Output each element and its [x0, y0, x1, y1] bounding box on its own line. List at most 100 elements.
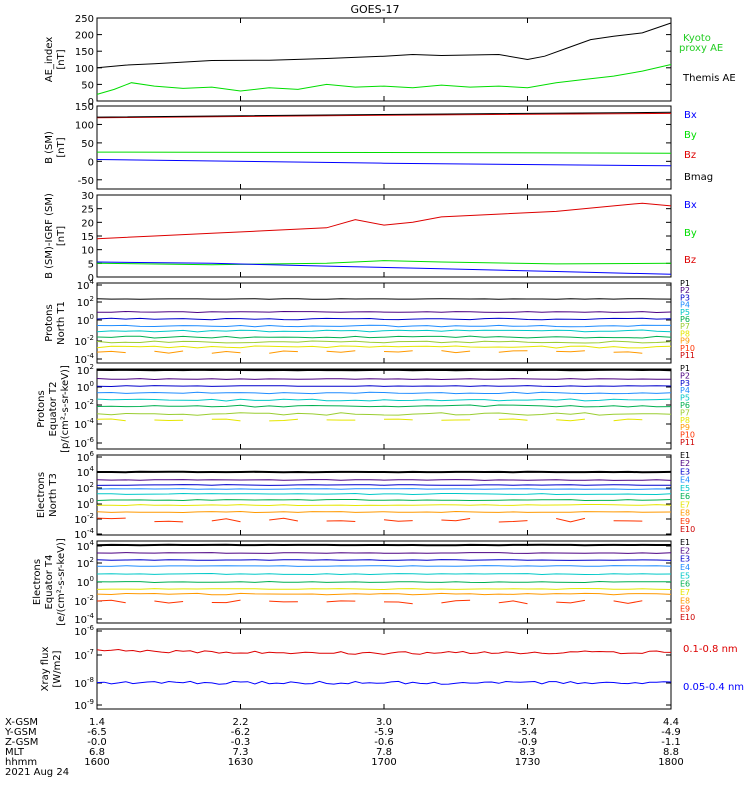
- y-axis-label: Protons: [36, 390, 47, 427]
- legend-entry: E9: [680, 605, 690, 614]
- series-line: [96, 559, 672, 561]
- series-line: [498, 350, 528, 353]
- series-line: [154, 350, 184, 354]
- legend-entry: E6: [680, 492, 690, 501]
- legend-entry: P3: [680, 293, 690, 302]
- legend-entry: P8: [680, 416, 690, 425]
- legend-entry: P9: [680, 337, 690, 346]
- x-row-label: Z-GSM: [5, 737, 38, 748]
- y-tick-label: 150: [75, 47, 94, 58]
- legend-entry: E1: [680, 538, 690, 547]
- legend-entry: E7: [680, 500, 690, 509]
- x-tick-label: 6.8: [89, 747, 105, 758]
- legend-entry: E8: [680, 509, 690, 518]
- legend-entry: E7: [680, 588, 690, 597]
- y-tick-label: 0: [88, 97, 94, 108]
- series-line: [211, 350, 241, 354]
- series-line: [269, 600, 298, 603]
- x-tick-label: -5.4: [518, 727, 538, 738]
- legend-entry: P4: [680, 301, 690, 310]
- panel-frame: [96, 368, 672, 450]
- series-line: [441, 599, 471, 604]
- series-line: [97, 310, 672, 314]
- series-line: [383, 418, 413, 421]
- series-line: [96, 335, 672, 339]
- y-tick-label: 10-4: [74, 352, 94, 366]
- y-tick-label: 250: [75, 14, 94, 25]
- panel-8: 10-6 10-7 10-8 10-9 Xray flux [W/m2] 0.1-0.8 n…: [40, 624, 744, 712]
- series-line: [96, 345, 672, 349]
- y-tick-label: 10-7: [74, 648, 94, 662]
- x-tick-label: 3.7: [520, 717, 536, 728]
- series-line: [556, 350, 585, 353]
- y-axis-label: Xray flux: [40, 647, 51, 692]
- x-tick-label: -0.9: [518, 737, 538, 748]
- legend-entry: P6: [680, 315, 690, 324]
- y-axis-label: Electrons: [32, 559, 43, 605]
- series-line: [96, 479, 672, 481]
- plot-title: GOES-17: [350, 3, 399, 16]
- series-line: [96, 261, 672, 275]
- y-axis-label: Equator T2: [48, 382, 59, 437]
- legend-entry: P7: [680, 322, 690, 331]
- y-axis-label: North T1: [56, 301, 67, 345]
- series-line: [96, 391, 672, 395]
- date-label: 2021 Aug 24: [5, 767, 69, 778]
- legend-entry: E5: [680, 571, 690, 580]
- series-line: [96, 112, 672, 119]
- y-axis-label: [e/(cm²-s-sr-keV)]: [56, 538, 67, 626]
- legend-entry: Bmag: [684, 172, 713, 183]
- series-line: [96, 350, 126, 354]
- y-axis-label: [nT]: [56, 49, 67, 69]
- y-tick-label: 25: [81, 205, 94, 216]
- legend-entry: P4: [680, 386, 690, 395]
- x-row-label: hhmm: [5, 757, 37, 768]
- x-tick-label: 1.4: [89, 717, 105, 728]
- x-row-label: MLT: [5, 747, 25, 758]
- series-line: [326, 520, 356, 522]
- legend-entry: P1: [680, 364, 690, 373]
- y-tick-label: 102: [77, 556, 94, 570]
- panel-frame: [96, 454, 672, 536]
- series-line: [96, 202, 672, 240]
- series-line: [96, 580, 671, 584]
- y-tick-label: 100: [75, 64, 94, 75]
- y-axis-label: [nT]: [56, 137, 67, 157]
- y-axis-label: AE_index: [44, 37, 55, 83]
- series-line: [96, 552, 672, 554]
- x-row-label: X-GSM: [5, 717, 38, 728]
- x-tick-label: 1700: [371, 757, 396, 768]
- y-axis-label: Electrons: [36, 472, 47, 518]
- series-line: [96, 484, 672, 486]
- series-line: [211, 599, 241, 604]
- x-tick-label: 7.3: [233, 747, 249, 758]
- y-tick-label: 10-8: [74, 676, 94, 690]
- series-line: [154, 600, 184, 604]
- series-line: [498, 520, 528, 523]
- series-line: [97, 492, 672, 496]
- y-tick-label: 15: [81, 232, 94, 243]
- legend-entry: E8: [680, 596, 690, 605]
- series-line: [498, 600, 528, 605]
- series-line: [556, 517, 586, 523]
- x-tick-label: -4.9: [661, 727, 681, 738]
- legend-entry: P5: [680, 394, 690, 403]
- y-tick-label: 104: [77, 278, 95, 292]
- y-tick-label: 102: [77, 295, 94, 309]
- series-line: [211, 418, 241, 422]
- series-line: [613, 351, 643, 354]
- panel-frame: [96, 628, 672, 710]
- legend-entry: Bx: [684, 110, 697, 121]
- series-line: [269, 517, 298, 522]
- series-line: [441, 518, 471, 522]
- y-axis-label: Equator T4: [44, 555, 55, 610]
- legend-entry: P10: [680, 431, 695, 440]
- y-axis-label: [W/m2]: [52, 650, 63, 687]
- series-line: [96, 418, 126, 422]
- y-tick-label: 10-4: [74, 417, 94, 431]
- legend-entry: P1: [680, 279, 690, 288]
- series-line: [556, 418, 585, 422]
